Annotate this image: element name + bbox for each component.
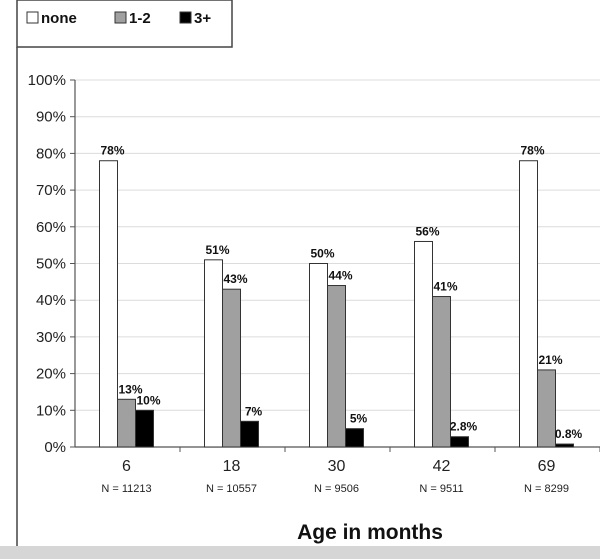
x-category-label: 30: [328, 458, 346, 475]
x-sample-size-label: N = 8299: [524, 483, 569, 495]
legend-swatch-1-2: [114, 11, 127, 24]
bar-none-6: [99, 160, 118, 448]
legend-swatch-3+: [179, 11, 192, 24]
legend-swatch-none: [26, 11, 39, 24]
data-label-none-18: 51%: [205, 243, 229, 257]
bar-1-2-30: [327, 285, 346, 448]
bar-3+-30: [345, 428, 364, 448]
y-tick-label: 100%: [28, 72, 66, 89]
y-tick-label: 90%: [36, 109, 66, 126]
bar-3+-69: [555, 443, 574, 448]
data-label-none-30: 50%: [310, 247, 334, 261]
y-tick-label: 80%: [36, 145, 66, 162]
bar-none-42: [414, 240, 433, 448]
legend-label-3+: 3+: [194, 10, 211, 27]
data-label-1-2-30: 44%: [328, 269, 352, 283]
data-label-none-69: 78%: [520, 144, 544, 158]
data-label-3+-6: 10%: [136, 393, 160, 407]
data-label-none-42: 56%: [415, 224, 439, 238]
bar-1-2-69: [537, 369, 556, 448]
bar-1-2-6: [117, 398, 136, 448]
y-tick-label: 40%: [36, 292, 66, 309]
bottom-band: [0, 546, 600, 559]
data-label-3+-42: 2.8%: [450, 420, 478, 434]
x-axis-title: Age in months: [297, 521, 443, 544]
data-label-3+-30: 5%: [350, 412, 368, 426]
bar-none-69: [519, 160, 538, 448]
x-category-label: 69: [538, 458, 556, 475]
data-label-none-6: 78%: [100, 144, 124, 158]
bar-3+-18: [240, 420, 259, 448]
data-label-3+-69: 0.8%: [555, 427, 583, 441]
bar-3+-42: [450, 436, 469, 448]
data-label-3+-18: 7%: [245, 404, 263, 418]
x-sample-size-label: N = 9506: [314, 483, 359, 495]
y-tick-label: 10%: [36, 402, 66, 419]
bar-1-2-18: [222, 288, 241, 448]
x-sample-size-label: N = 10557: [206, 483, 257, 495]
bar-none-30: [309, 263, 328, 448]
legend-label-none: none: [41, 10, 77, 27]
bar-1-2-42: [432, 296, 451, 448]
y-tick-label: 60%: [36, 219, 66, 236]
y-tick-label: 30%: [36, 329, 66, 346]
x-sample-size-label: N = 9511: [419, 483, 463, 495]
x-category-label: 18: [223, 458, 241, 475]
data-label-1-2-6: 13%: [118, 382, 142, 396]
data-label-1-2-18: 43%: [223, 272, 247, 286]
bar-3+-6: [135, 409, 154, 448]
x-category-label: 6: [122, 458, 131, 475]
x-category-label: 42: [433, 458, 451, 475]
legend-label-1-2: 1-2: [129, 10, 151, 27]
y-tick-label: 0%: [44, 439, 66, 456]
y-tick-label: 70%: [36, 182, 66, 199]
bar-none-18: [204, 259, 223, 448]
data-label-1-2-42: 41%: [433, 280, 457, 294]
data-label-1-2-69: 21%: [538, 353, 562, 367]
x-sample-size-label: N = 11213: [101, 483, 151, 495]
y-tick-label: 20%: [36, 366, 66, 383]
y-tick-label: 50%: [36, 256, 66, 273]
